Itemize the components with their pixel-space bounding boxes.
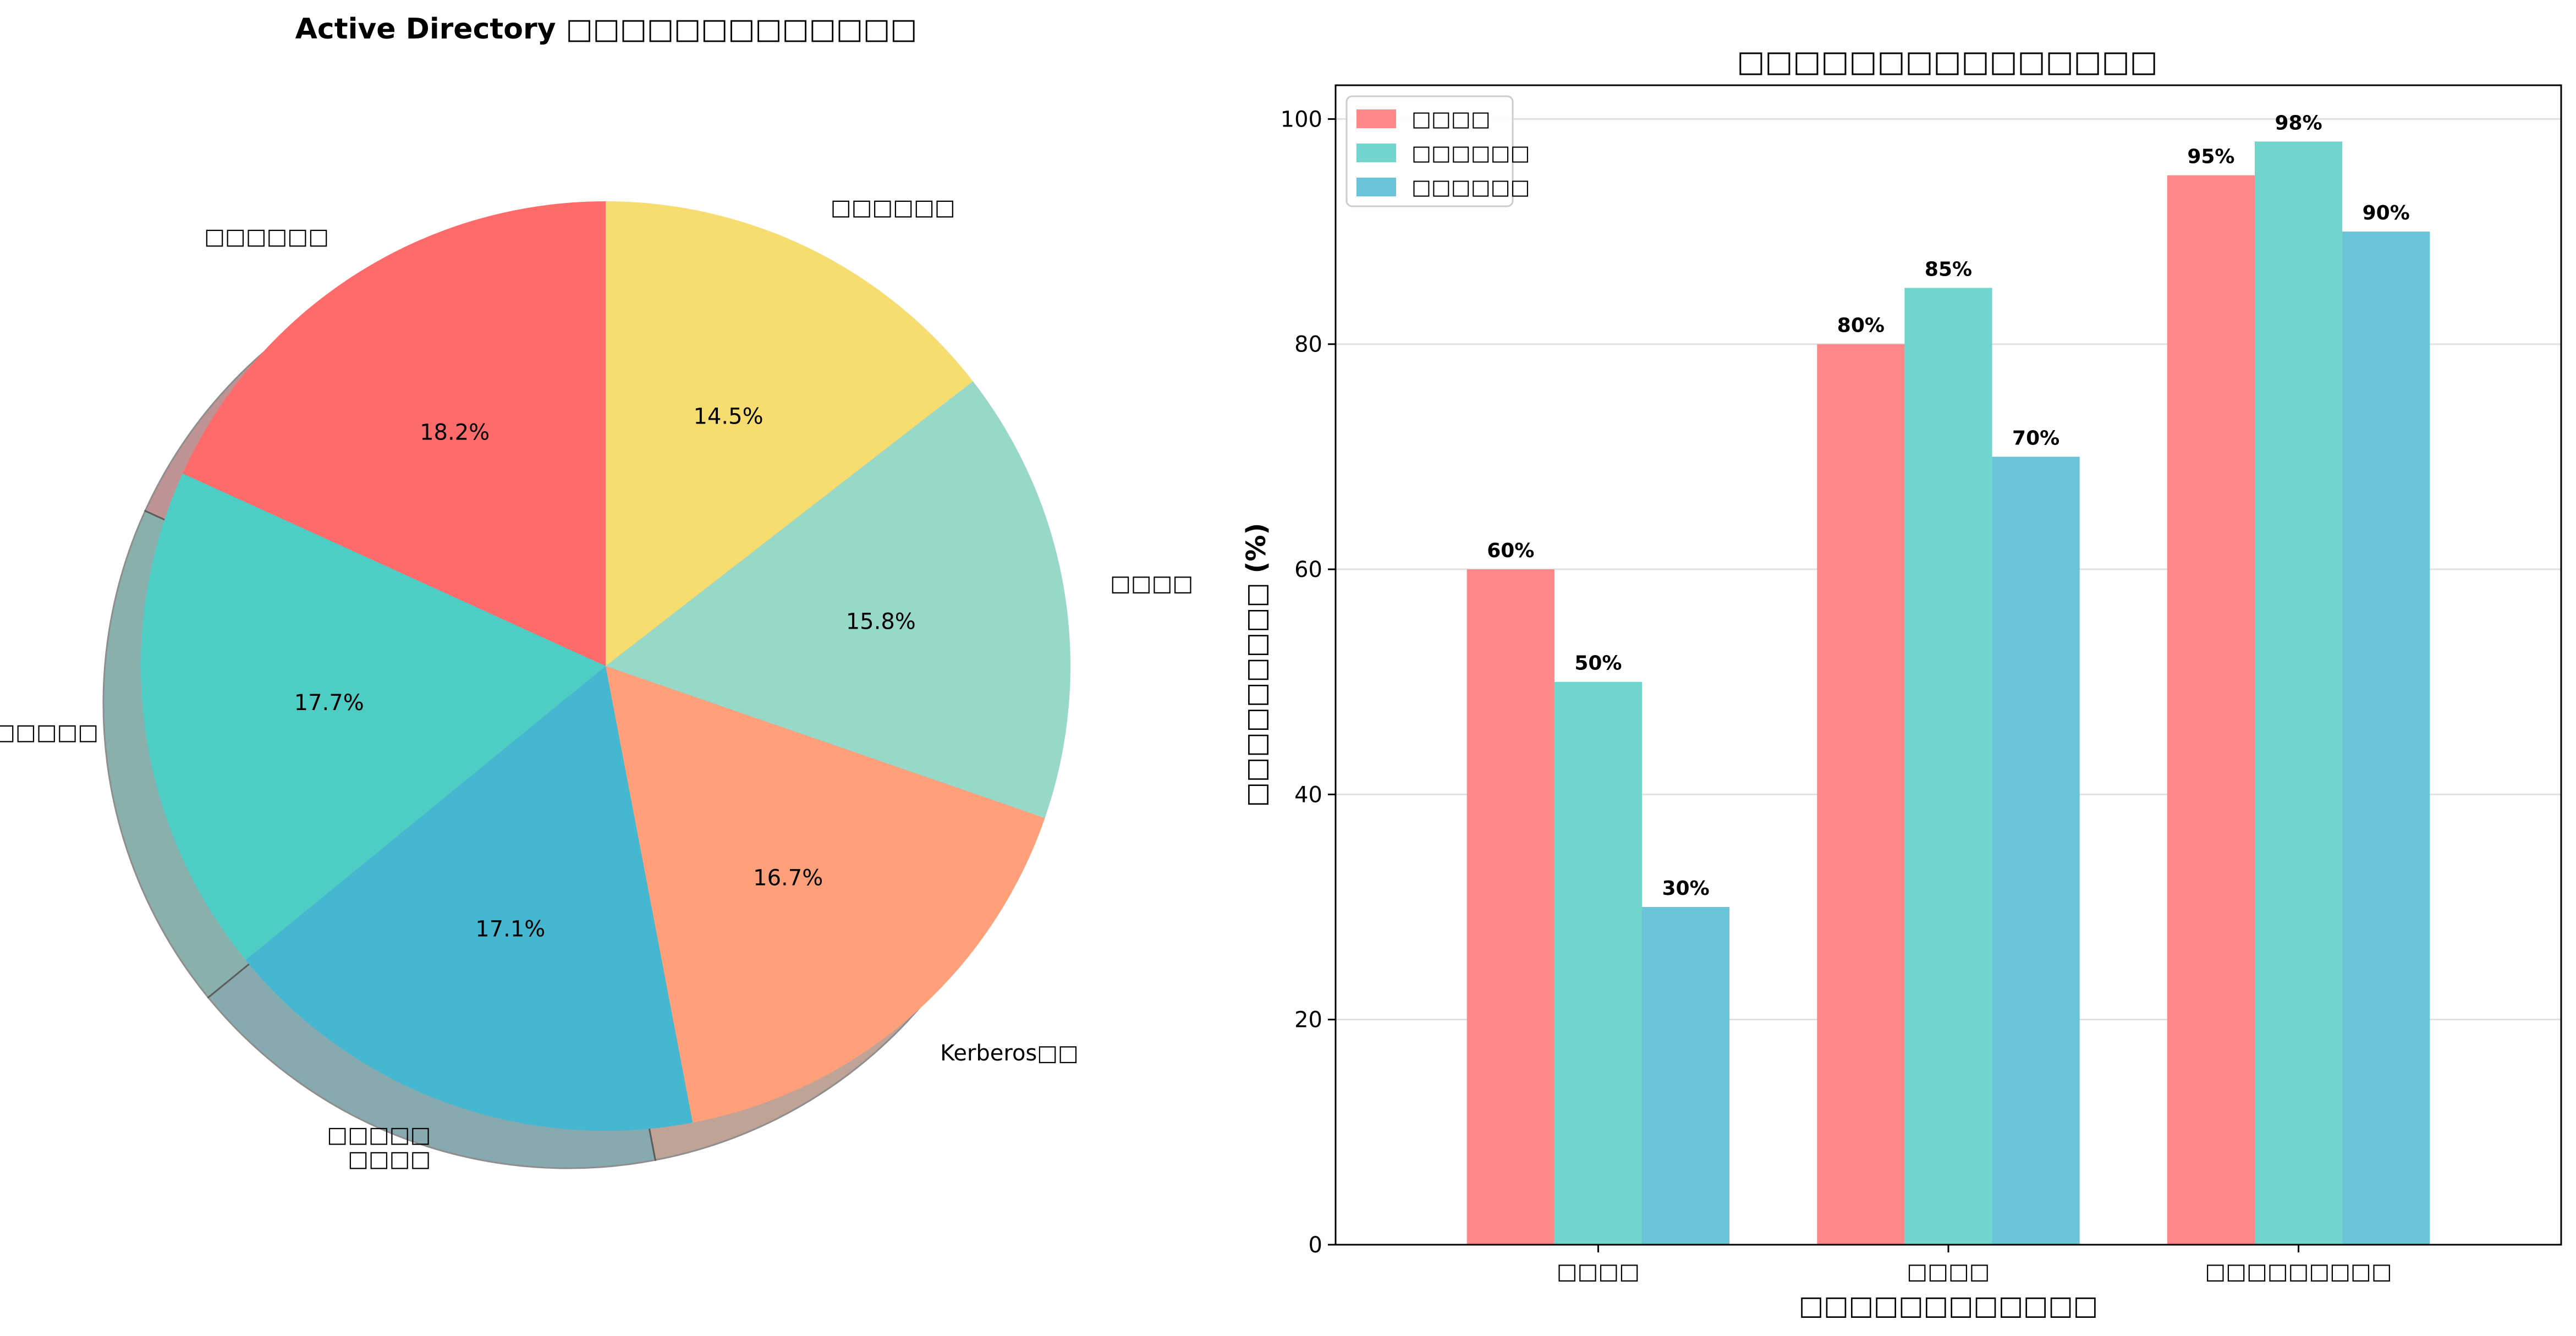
pie-category-label: □□□□□ □□□□ [327,1123,431,1172]
bar-y-tick-label: 20 [1294,1008,1322,1033]
bar-legend-swatch [1356,109,1396,128]
pie-category-label: □□□□ [1110,571,1193,596]
pie-percent-labels: 18.2% 17.7% 17.1% 16.7% 15.8% 14.5% [294,404,916,942]
bar [2255,141,2343,1245]
pie-category-label: □□□□□□ [204,224,329,249]
pie-percent-label: 18.2% [420,420,490,446]
pie-category-label: □□□□□□ [0,719,98,745]
bar-y-tick-label: 100 [1281,107,1322,132]
bar-y-tick-label: 60 [1294,557,1322,582]
pie-slice [606,381,1070,818]
bar-chart: □□□□□□□□□□□□□□□ 60%80%95%50%85%98%30%70%… [1241,44,2562,1321]
bar-x-axis-ticks: □□□□ □□□□ □□□□□□□□□ [1557,1245,2392,1284]
bar-y-tick-label: 80 [1294,332,1322,358]
pie-chart: Active Directory □□□□□□□□□□□□□ 18.2% 17.7… [0,13,1193,1172]
bar-value-label: 85% [1925,258,1972,281]
bar [1466,569,1555,1245]
bar [1904,288,1992,1245]
bar [2167,175,2255,1245]
bar [1642,907,1730,1245]
pie-slice [606,201,973,666]
bar-value-label: 95% [2187,146,2234,168]
pie-slices [140,201,1070,1131]
bar [2342,232,2430,1245]
pie-percent-label: 17.7% [294,690,364,716]
bar [1817,344,1905,1245]
pie-slice [245,666,693,1131]
bar [1554,681,1642,1245]
pie-category-labels: □□□□□□□□□□□□□□□□□□□□□Kerberos□□□□□□□□□□□… [0,195,1193,1172]
bar-value-label: 90% [2363,202,2410,224]
bar-x-axis-label: □□□□□□□□□□□□ [1799,1290,2098,1321]
bar-value-label: 50% [1574,652,1622,675]
pie-slice [140,473,606,960]
bar-y-axis-label: □□□□□□□□□ (%) [1241,523,1272,807]
bar-bars [1466,141,2430,1245]
pie-slice [606,666,1045,1123]
pie-percent-label: 16.7% [753,865,823,890]
bar-legend-label: □□□□ [1411,107,1491,131]
pie-slice [182,201,606,666]
pie-percent-label: 15.8% [846,609,916,635]
bar [1992,457,2080,1245]
bar-value-label: 98% [2275,112,2322,134]
bar-value-label: 30% [1662,877,1709,900]
bar-x-tick-label: □□□□□□□□□ [2205,1259,2392,1284]
bar-legend-label: □□□□□□ [1411,141,1530,165]
bar-legend: □□□□□□□□□□□□□□□□ [1345,95,1530,207]
bar-y-tick-label: 40 [1294,782,1322,807]
bar-value-label: 60% [1487,540,1534,562]
bar-legend-swatch [1356,178,1396,196]
pie-percent-label: 17.1% [475,916,545,942]
pie-percent-label: 14.5% [694,404,764,430]
bar-y-tick-label: 0 [1309,1233,1322,1258]
bar-x-tick-label: □□□□ [1907,1259,1990,1284]
bar-chart-title: □□□□□□□□□□□□□□□ [1737,44,2157,79]
bar-value-labels: 60% 80% 95% 50% 85% 98% 30% 70% 90% [1487,112,2410,900]
bar-legend-label: □□□□□□ [1411,175,1530,199]
bar-x-tick-label: □□□□ [1557,1259,1640,1284]
bar-legend-swatch [1356,144,1396,162]
bar-y-axis-ticks: 0 20 40 60 80 100 [1281,107,1336,1258]
pie-category-label: Kerberos□□ [940,1041,1079,1066]
pie-chart-title: Active Directory □□□□□□□□□□□□□ [295,13,918,46]
bar-value-label: 80% [1837,315,1885,337]
bar-value-label: 70% [2012,427,2059,449]
pie-category-label: □□□□□□ [831,195,955,220]
